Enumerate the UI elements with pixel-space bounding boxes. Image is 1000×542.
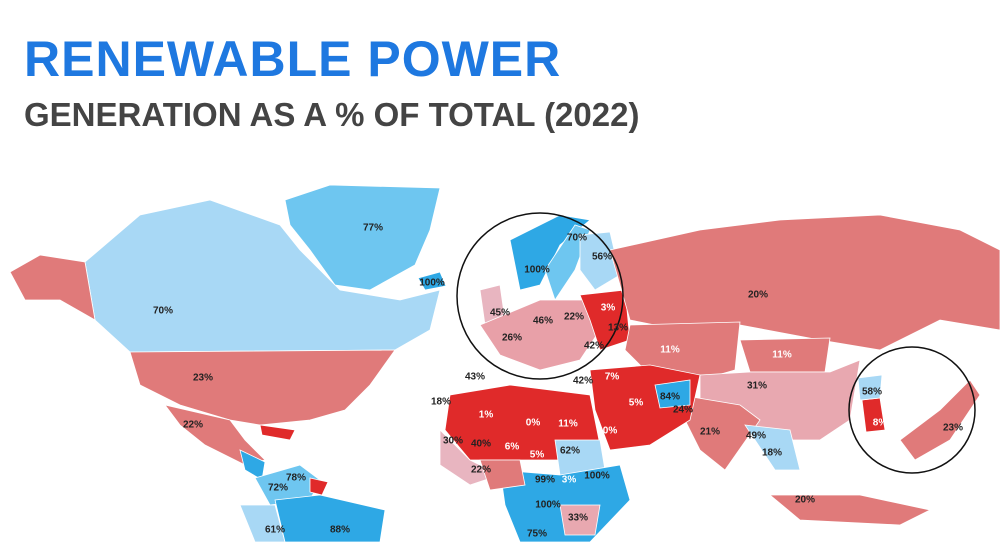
country-label: 26%: [502, 333, 522, 344]
country-label: 0%: [526, 418, 541, 429]
country-label: 23%: [943, 423, 963, 434]
country-label: 100%: [584, 471, 610, 482]
north-korea: [857, 374, 883, 401]
brazil: [274, 494, 386, 542]
country-label: 18%: [762, 448, 782, 459]
country-label: 3%: [601, 303, 616, 314]
country-label: 3%: [562, 475, 577, 486]
country-label: 70%: [567, 233, 587, 244]
southeast-asia: [744, 424, 801, 471]
country-label: 7%: [605, 372, 620, 383]
country-label: 21%: [700, 427, 720, 438]
country-label: 88%: [330, 525, 350, 536]
country-label: 11%: [772, 350, 792, 361]
subtitle: GENERATION AS A % OF TOTAL (2022): [24, 96, 640, 133]
country-label: 72%: [268, 483, 288, 494]
country-label: 49%: [746, 431, 766, 442]
country-label: 56%: [592, 252, 612, 263]
country-label: 11%: [558, 419, 578, 430]
country-label: 84%: [660, 392, 680, 403]
caribbean: [259, 424, 296, 441]
country-label: 99%: [535, 475, 555, 486]
country-label: 43%: [465, 372, 485, 383]
country-label: 5%: [530, 450, 545, 461]
country-label: 42%: [584, 341, 604, 352]
central-africa: [499, 464, 631, 542]
country-label: 33%: [568, 513, 588, 524]
country-label: 42%: [573, 376, 593, 387]
indonesia: [768, 494, 932, 526]
afghanistan: [654, 379, 691, 409]
country-label: 75%: [527, 529, 547, 540]
country-label: 0%: [603, 426, 618, 437]
country-label: 62%: [560, 446, 580, 457]
country-label: 13%: [608, 323, 628, 334]
country-label: 100%: [524, 265, 550, 276]
country-label: 20%: [795, 495, 815, 506]
country-label: 18%: [431, 397, 451, 408]
country-label: 6%: [505, 442, 520, 453]
title: RENEWABLE POWER: [24, 31, 562, 87]
country-label: 20%: [748, 290, 768, 301]
peru: [239, 504, 286, 542]
country-label: 11%: [660, 345, 680, 356]
japan: [899, 379, 981, 461]
country-label: 22%: [564, 312, 584, 323]
country-label: 8%: [873, 418, 888, 429]
country-label: 23%: [193, 373, 213, 384]
country-label: 22%: [471, 465, 491, 476]
country-label: 22%: [183, 420, 203, 431]
country-label: 58%: [862, 387, 882, 398]
alaska: [9, 254, 96, 321]
country-label: 70%: [153, 306, 173, 317]
country-label: 46%: [533, 316, 553, 327]
country-label: 40%: [471, 439, 491, 450]
europe-highlight: [456, 212, 624, 380]
tanzania: [559, 504, 601, 536]
greenland: [284, 184, 441, 291]
country-label: 61%: [265, 525, 285, 536]
country-label: 78%: [286, 473, 306, 484]
country-label: 77%: [363, 223, 383, 234]
finland: [579, 231, 621, 291]
country-label: 5%: [629, 398, 644, 409]
korea-highlight: [848, 346, 976, 474]
country-label: 100%: [419, 278, 445, 289]
country-label: 30%: [443, 436, 463, 447]
russia: [609, 214, 1000, 351]
nigeria: [479, 459, 526, 491]
country-labels: 77% 70% 23% 22% 20% 70% 56% 100% 100% 45% 46% 22% 3%…: [153, 223, 963, 540]
western-europe: [479, 299, 601, 371]
guiana: [309, 477, 329, 496]
country-label: 45%: [490, 308, 510, 319]
countries: [9, 184, 1000, 542]
country-label: 31%: [747, 381, 767, 392]
iceland: [417, 271, 447, 291]
country-label: 1%: [479, 410, 494, 421]
usa: [129, 349, 396, 426]
eastern-europe: [579, 289, 631, 351]
country-label: 100%: [535, 500, 561, 511]
country-label: 24%: [673, 405, 693, 416]
